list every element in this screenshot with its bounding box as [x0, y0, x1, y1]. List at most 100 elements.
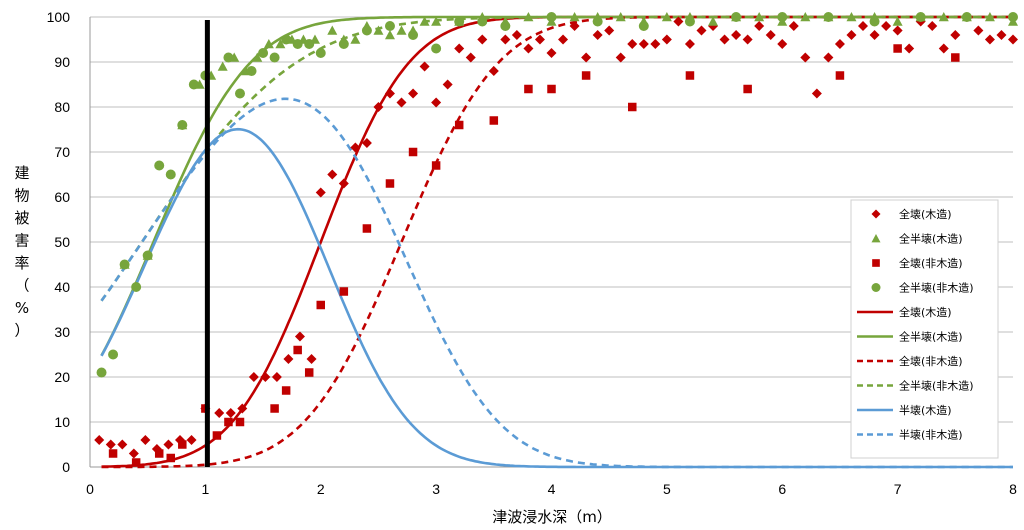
series-line [100, 97, 1013, 469]
data-point [719, 34, 730, 45]
data-point [373, 25, 384, 35]
y-tick-label: 90 [54, 54, 70, 70]
data-point [304, 368, 314, 377]
data-point [871, 234, 881, 243]
x-tick-label: 2 [317, 481, 325, 497]
data-point [915, 12, 926, 22]
data-point [996, 30, 1007, 40]
data-point [892, 25, 903, 36]
data-point [546, 48, 557, 58]
x-tick-label: 5 [663, 481, 671, 497]
data-point [938, 43, 949, 54]
data-point [823, 12, 834, 22]
data-point [94, 435, 105, 445]
chart-curves [100, 15, 1013, 469]
data-point [96, 367, 107, 378]
data-point [950, 30, 961, 40]
data-point [252, 52, 263, 62]
data-point [223, 52, 234, 63]
legend-box [850, 199, 999, 459]
data-point [673, 16, 684, 27]
data-point [419, 16, 430, 26]
data-point [350, 142, 361, 153]
data-point [661, 12, 672, 22]
data-point [212, 431, 222, 440]
data-point [696, 25, 707, 36]
data-point [904, 43, 915, 54]
data-point [871, 209, 881, 219]
data-point [858, 21, 869, 31]
data-point [592, 30, 603, 40]
data-point [361, 25, 372, 36]
data-point [523, 43, 534, 54]
data-point [178, 440, 187, 449]
legend-label: 全半壊(非木造) [899, 379, 974, 393]
data-point [263, 39, 274, 49]
data-point [105, 439, 116, 450]
y-tick-label: 60 [54, 189, 70, 205]
x-tick-label: 8 [1009, 481, 1017, 497]
legend-label: 全半壊(木造) [899, 330, 963, 344]
data-point [260, 372, 271, 382]
y-axis-label-char: 建 [14, 164, 29, 182]
data-point [615, 12, 626, 22]
data-point [465, 52, 476, 63]
legend-label: 半壊(非木造) [899, 428, 963, 442]
data-point [581, 71, 591, 80]
data-point [627, 39, 638, 49]
data-point [835, 71, 845, 80]
x-tick-label: 3 [432, 481, 440, 497]
data-point [131, 282, 142, 292]
data-point [754, 12, 765, 22]
data-point [892, 16, 903, 26]
data-point [108, 449, 118, 458]
data-point [823, 52, 834, 63]
data-point [315, 187, 326, 198]
data-point [271, 372, 282, 382]
y-tick-label: 70 [54, 144, 70, 160]
data-point [315, 48, 326, 58]
data-point [396, 97, 407, 108]
data-point [765, 30, 776, 40]
data-point [384, 21, 395, 31]
data-point [500, 21, 511, 31]
data-point [281, 34, 292, 45]
data-point [163, 439, 174, 450]
data-point [408, 88, 419, 99]
data-point [431, 43, 442, 54]
data-point [292, 39, 303, 49]
data-point [708, 16, 719, 26]
data-point [973, 25, 984, 36]
data-point [546, 12, 557, 22]
y-tick-label: 80 [54, 99, 70, 115]
y-axis-label-char: （ [14, 277, 29, 295]
data-point [327, 169, 338, 180]
data-point [811, 88, 822, 99]
data-point [224, 417, 233, 427]
data-point [235, 417, 245, 427]
data-point [869, 30, 880, 40]
x-tick-label: 1 [201, 481, 209, 497]
legend-label: 全壊(木造) [899, 207, 952, 221]
data-point [872, 259, 880, 267]
legend-label: 全半壊(非木造) [899, 281, 974, 295]
y-tick-label: 0 [62, 459, 70, 475]
data-point [534, 34, 545, 45]
y-axis-label-char: % [15, 299, 29, 317]
legend-label: 全壊(非木造) [899, 256, 963, 270]
x-tick-label: 0 [86, 481, 94, 497]
data-point [293, 345, 302, 355]
data-point [869, 16, 880, 27]
data-point [454, 43, 465, 54]
data-point [396, 25, 407, 35]
data-point [166, 453, 176, 463]
data-point [142, 250, 153, 261]
data-point [547, 84, 556, 94]
data-point [384, 30, 395, 40]
data-point [431, 161, 441, 170]
data-point [177, 120, 188, 130]
data-point [281, 386, 291, 395]
y-axis-label-char: 害 [14, 232, 29, 250]
data-point [524, 84, 533, 94]
